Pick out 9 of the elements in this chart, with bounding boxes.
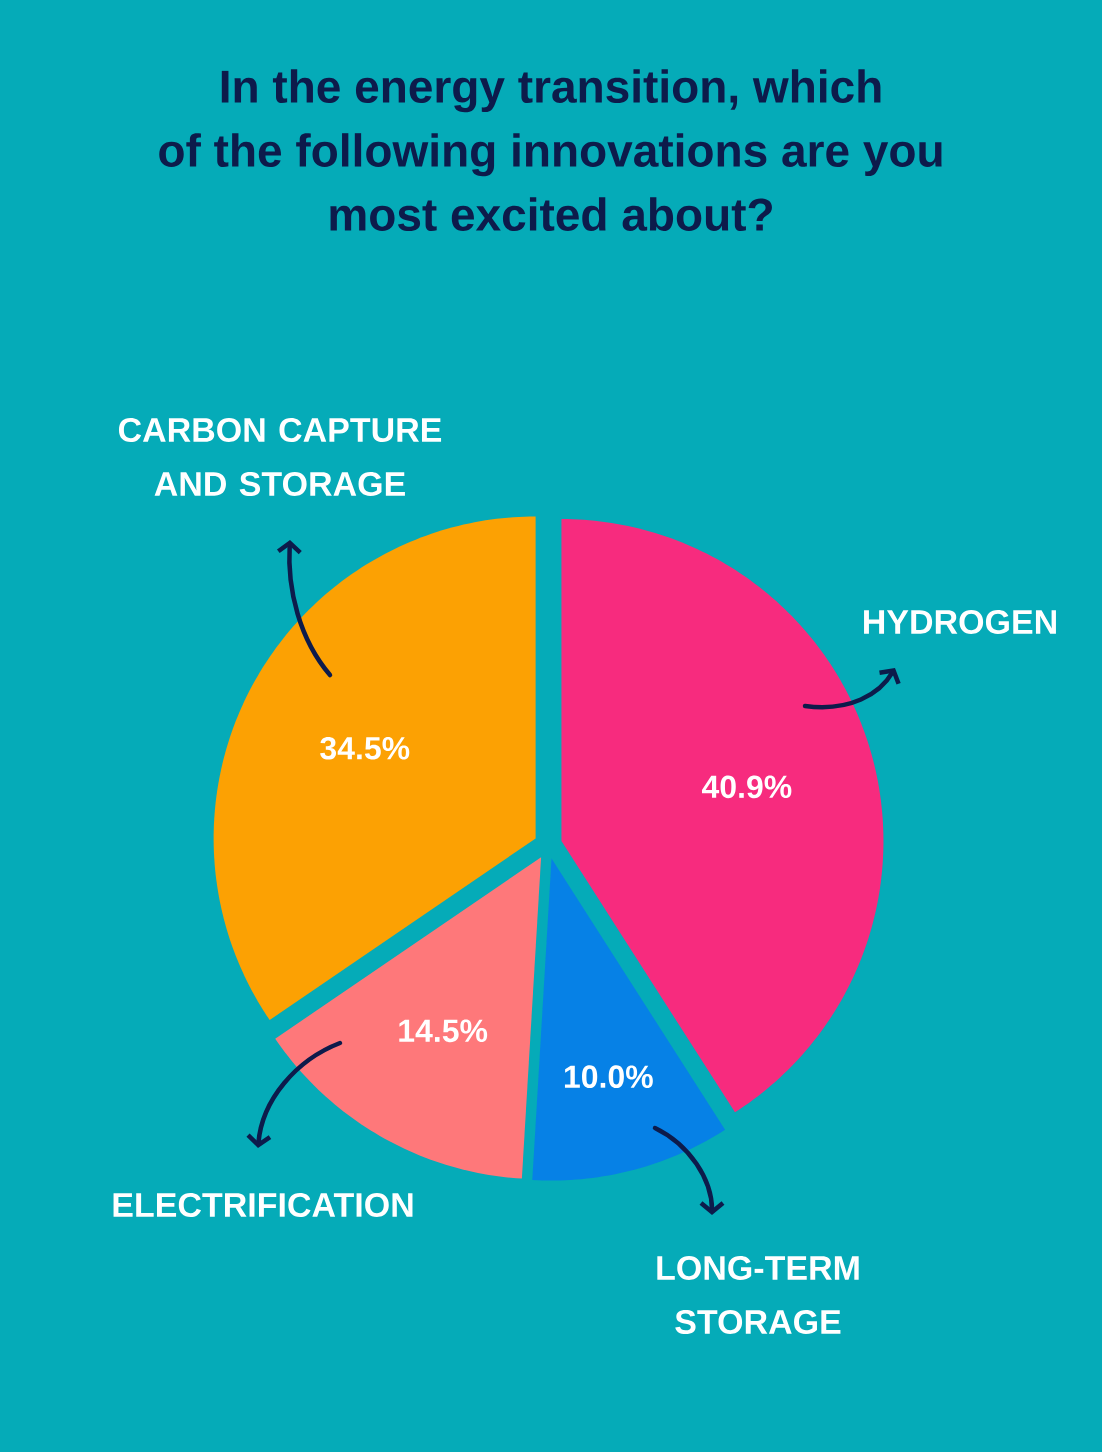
data-label: 14.5% [399,1019,488,1043]
slice-label: LONG-TERM STORAGE [657,1255,859,1335]
slice-label: HYDROGEN [864,609,1056,635]
chart-title: In the energy transition, which of the following innovations are you most excited about? [159,69,942,231]
data-label: 34.5% [320,736,410,760]
slice-label: CARBON CAPTURE AND STORAGE [118,417,442,497]
data-label: 10.0% [564,1065,653,1088]
data-label: 40.9% [701,775,792,799]
slice-label: ELECTRIFICATION [113,1192,413,1218]
